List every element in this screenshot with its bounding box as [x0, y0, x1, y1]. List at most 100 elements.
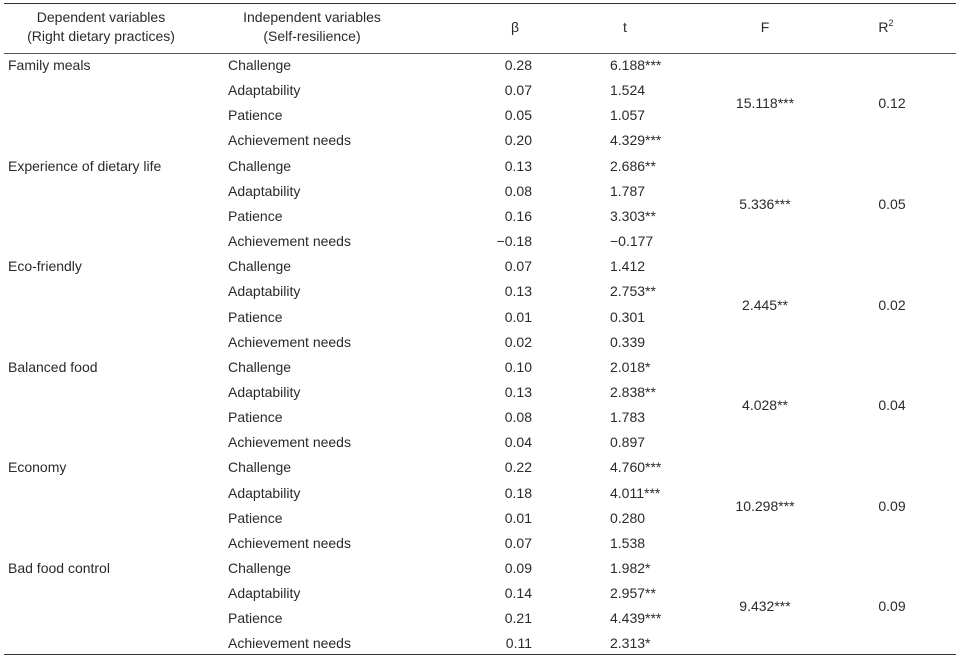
independent-variable-cell: Achievement needs	[228, 434, 351, 451]
t-value-cell: 2.838**	[610, 383, 656, 400]
independent-variable-cell: Adaptability	[228, 82, 301, 99]
t-value-cell: 0.280	[610, 509, 646, 526]
beta-cell: 0.28	[504, 57, 532, 73]
r-squared-cell: 0.12	[878, 95, 906, 112]
beta-cell: 0.16	[504, 207, 532, 224]
beta-cell: 0.08	[504, 409, 532, 426]
header-r-squared-sup: 2	[888, 18, 894, 28]
table-bottom-rule	[4, 654, 956, 655]
t-value-cell: 2.686**	[610, 157, 656, 174]
beta-cell: 0.04	[504, 434, 532, 451]
r-squared-cell: 0.02	[878, 296, 906, 313]
header-independent-line-1: Independent variables	[243, 9, 381, 25]
independent-variable-cell: Challenge	[228, 258, 292, 275]
f-value-cell: 5.336***	[739, 195, 791, 212]
beta-cell: 0.09	[504, 560, 532, 576]
beta-cell: 0.05	[504, 107, 532, 124]
r-squared-cell: 0.05	[878, 195, 906, 212]
t-value-cell: 0.339	[610, 333, 646, 350]
beta-cell: 0.21	[504, 610, 532, 627]
independent-variable-cell: Patience	[228, 107, 283, 124]
independent-variable-cell: Patience	[228, 610, 283, 627]
r-squared-cell: 0.09	[878, 598, 906, 615]
beta-cell: 0.11	[505, 635, 532, 652]
header-r-squared-base: R	[878, 19, 889, 35]
header-dependent-line-1: Dependent variables	[36, 9, 166, 25]
independent-variable-cell: Achievement needs	[228, 132, 351, 149]
dependent-variable-cell: Balanced food	[8, 358, 98, 375]
r-squared-cell: 0.04	[878, 397, 906, 414]
t-value-cell: 6.188***	[610, 57, 662, 73]
t-value-cell: 2.313*	[610, 635, 651, 652]
beta-cell: 0.01	[504, 509, 532, 526]
independent-variable-cell: Challenge	[228, 459, 292, 476]
t-value-cell: 1.783	[610, 409, 646, 426]
t-value-cell: 2.018*	[610, 358, 651, 375]
table-top-rule	[4, 3, 956, 4]
t-value-cell: 1.787	[610, 182, 646, 199]
header-t: t	[623, 19, 627, 35]
dependent-variable-cell: Economy	[8, 459, 67, 476]
t-value-cell: 4.329***	[610, 132, 662, 149]
independent-variable-cell: Patience	[228, 509, 283, 526]
beta-cell: −0.18	[496, 233, 532, 250]
independent-variable-cell: Adaptability	[228, 484, 301, 501]
beta-cell: 0.13	[504, 283, 532, 300]
t-value-cell: 1.524	[610, 82, 646, 99]
dependent-variable-cell: Bad food control	[8, 560, 110, 576]
header-independent-variables: Independent variables (Self-resilience)	[236, 8, 388, 46]
header-bottom-rule	[4, 53, 956, 54]
t-value-cell: 4.011***	[610, 484, 661, 501]
t-value-cell: 2.957**	[610, 585, 656, 602]
beta-cell: 0.07	[504, 534, 532, 551]
t-value-cell: −0.177	[610, 233, 654, 250]
t-value-cell: 4.439***	[610, 610, 662, 627]
dependent-variable-cell: Eco-friendly	[8, 258, 82, 275]
beta-cell: 0.08	[504, 182, 532, 199]
beta-cell: 0.22	[504, 459, 532, 476]
header-r-squared: R2	[866, 18, 906, 37]
dependent-variable-cell: Experience of dietary life	[8, 157, 162, 174]
beta-cell: 0.13	[504, 383, 532, 400]
dependent-variable-cell: Family meals	[8, 57, 91, 73]
r-squared-cell: 0.09	[878, 497, 906, 514]
independent-variable-cell: Adaptability	[228, 283, 301, 300]
beta-cell: 0.13	[504, 157, 532, 174]
header-dependent-variables: Dependent variables (Right dietary pract…	[8, 8, 194, 46]
independent-variable-cell: Adaptability	[228, 585, 301, 602]
independent-variable-cell: Challenge	[228, 57, 292, 73]
independent-variable-cell: Achievement needs	[228, 233, 351, 250]
independent-variable-cell: Achievement needs	[228, 333, 351, 350]
t-value-cell: 3.303**	[610, 207, 656, 224]
f-value-cell: 2.445**	[742, 296, 788, 313]
independent-variable-cell: Patience	[228, 207, 283, 224]
independent-variable-cell: Challenge	[228, 358, 292, 375]
f-value-cell: 9.432***	[739, 598, 791, 615]
independent-variable-cell: Adaptability	[228, 182, 301, 199]
beta-cell: 0.02	[504, 333, 532, 350]
beta-cell: 0.07	[504, 258, 532, 275]
header-independent-line-2: (Self-resilience)	[263, 28, 361, 44]
independent-variable-cell: Adaptability	[228, 383, 301, 400]
t-value-cell: 0.897	[610, 434, 646, 451]
f-value-cell: 10.298***	[735, 497, 795, 514]
beta-cell: 0.01	[504, 308, 532, 325]
f-value-cell: 15.118***	[735, 95, 795, 112]
beta-cell: 0.10	[504, 358, 532, 375]
t-value-cell: 1.538	[610, 534, 646, 551]
beta-cell: 0.14	[504, 585, 532, 602]
independent-variable-cell: Challenge	[228, 560, 292, 576]
header-dependent-line-2: (Right dietary practices)	[27, 28, 175, 44]
t-value-cell: 1.412	[610, 258, 646, 275]
header-f: F	[760, 19, 770, 35]
t-value-cell: 4.760***	[610, 459, 662, 476]
independent-variable-cell: Achievement needs	[228, 635, 351, 652]
t-value-cell: 1.057	[610, 107, 646, 124]
beta-cell: 0.18	[504, 484, 532, 501]
t-value-cell: 1.982*	[610, 560, 651, 576]
independent-variable-cell: Patience	[228, 308, 283, 325]
beta-cell: 0.07	[504, 82, 532, 99]
header-beta: β	[510, 19, 520, 35]
t-value-cell: 2.753**	[610, 283, 656, 300]
f-value-cell: 4.028**	[742, 397, 788, 414]
